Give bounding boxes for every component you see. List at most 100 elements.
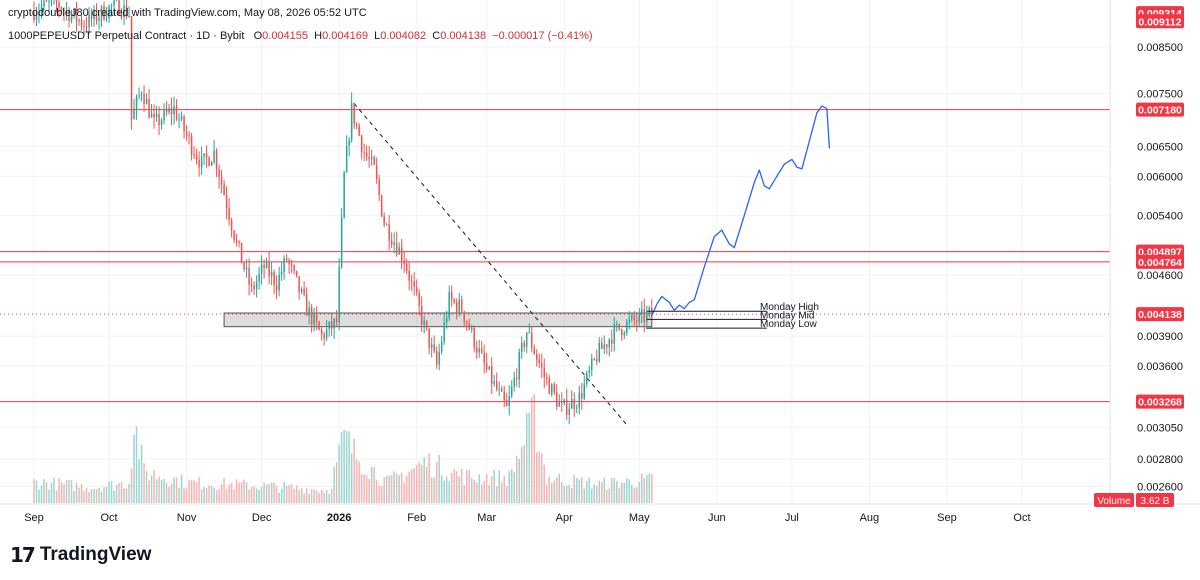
candle-body — [608, 339, 611, 348]
volume-bar — [385, 475, 388, 503]
candle-body — [303, 288, 305, 295]
candle-body — [400, 247, 403, 261]
candle-body — [220, 177, 223, 185]
candle-body — [313, 313, 315, 325]
candle-body — [38, 11, 40, 15]
volume-bar — [538, 451, 540, 503]
candle-body — [368, 156, 370, 160]
candle-body — [170, 108, 173, 115]
candle-body — [103, 6, 105, 20]
volume-bar — [68, 479, 70, 503]
candle-body — [108, 6, 110, 18]
candle-body — [298, 276, 300, 292]
volume-bar — [323, 493, 325, 503]
price-tick-label: 0.007500 — [1137, 88, 1183, 100]
candle-body — [250, 284, 253, 286]
candle-body — [358, 125, 360, 136]
volume-bar — [108, 481, 110, 503]
volume-bar — [130, 468, 133, 503]
volume-bar — [415, 465, 418, 503]
volume-bar — [448, 481, 450, 503]
volume-bar — [545, 484, 548, 503]
volume-bar — [220, 484, 223, 503]
volume-bar — [483, 480, 485, 503]
candle-body — [370, 157, 373, 160]
volume-bar — [33, 479, 35, 503]
candle-body — [611, 339, 613, 344]
candle-body — [213, 150, 215, 163]
volume-bar — [128, 484, 130, 503]
time-tick-label: May — [629, 512, 650, 524]
volume-bar — [328, 494, 330, 503]
candle-body — [295, 270, 298, 277]
candle-body — [70, 14, 73, 22]
volume-bar — [363, 474, 365, 503]
candle-body — [205, 153, 208, 158]
candle-body — [533, 347, 535, 354]
candle-body — [576, 407, 578, 409]
candle-body — [173, 106, 175, 115]
volume-bar — [578, 479, 581, 503]
volume-bar — [513, 472, 515, 503]
candle-body — [513, 377, 515, 387]
volume-bar — [598, 480, 601, 503]
candle-body — [280, 272, 283, 275]
volume-bar — [510, 469, 513, 503]
candle-body — [543, 367, 545, 377]
volume-bar — [355, 459, 358, 503]
symbol-ohlc-line: 1000PEPEUSDT Perpetual Contract · 1D · B… — [8, 30, 593, 42]
candle-body — [583, 383, 586, 399]
candle-body — [365, 152, 368, 157]
volume-bar — [263, 482, 265, 503]
volume-bar — [490, 476, 493, 503]
candle-body — [423, 320, 425, 325]
candle-body — [235, 239, 238, 242]
volume-legend-label-bg — [1094, 493, 1134, 507]
volume-bar — [268, 484, 270, 503]
candle-body — [458, 299, 460, 313]
candle-body — [460, 299, 463, 312]
candle-body — [581, 393, 583, 399]
candle-body — [393, 242, 395, 245]
volume-bar — [621, 482, 623, 503]
candle-body — [343, 172, 345, 218]
volume-bar — [438, 454, 440, 503]
volume-bar — [150, 475, 153, 503]
candle-body — [33, 11, 35, 21]
candle-body — [65, 9, 68, 11]
volume-bar — [305, 488, 308, 503]
symbol-label[interactable]: 1000PEPEUSDT Perpetual Contract · 1D · B… — [8, 30, 245, 42]
volume-bar — [533, 394, 535, 503]
candle-body — [175, 106, 178, 120]
volume-bar — [298, 489, 300, 503]
price-label-text: 0.004764 — [1138, 257, 1182, 269]
candle-body — [285, 258, 288, 261]
price-tick-label: 0.008500 — [1137, 42, 1183, 54]
volume-bar — [460, 468, 463, 503]
volume-bar — [581, 477, 583, 503]
volume-bar — [75, 482, 78, 503]
volume-bar — [540, 453, 543, 503]
candle-body — [335, 318, 338, 323]
volume-bar — [443, 480, 445, 503]
candle-body — [193, 154, 195, 156]
volume-bar — [560, 482, 563, 503]
candle-body — [433, 344, 435, 352]
candle-body — [438, 351, 440, 365]
time-axis[interactable]: Sep Oct Nov Dec 2026 Feb Mar Apr May Jun Jul Aug Sep… — [24, 512, 1030, 524]
tradingview-logo[interactable]: 17 TradingView — [10, 543, 151, 567]
candle-body — [153, 113, 155, 118]
candle-body — [243, 263, 245, 270]
volume-bar — [383, 477, 385, 503]
time-tick-label: Sep — [24, 512, 44, 524]
volume-legend-value-bg — [1136, 493, 1174, 507]
volume-bar — [198, 477, 200, 503]
candle-body — [498, 389, 500, 391]
candle-body — [83, 26, 85, 28]
volume-bar — [408, 471, 410, 503]
volume-bar — [120, 481, 123, 503]
volume-bar — [173, 477, 175, 503]
candle-body — [288, 260, 290, 264]
volume-bar — [608, 488, 611, 503]
